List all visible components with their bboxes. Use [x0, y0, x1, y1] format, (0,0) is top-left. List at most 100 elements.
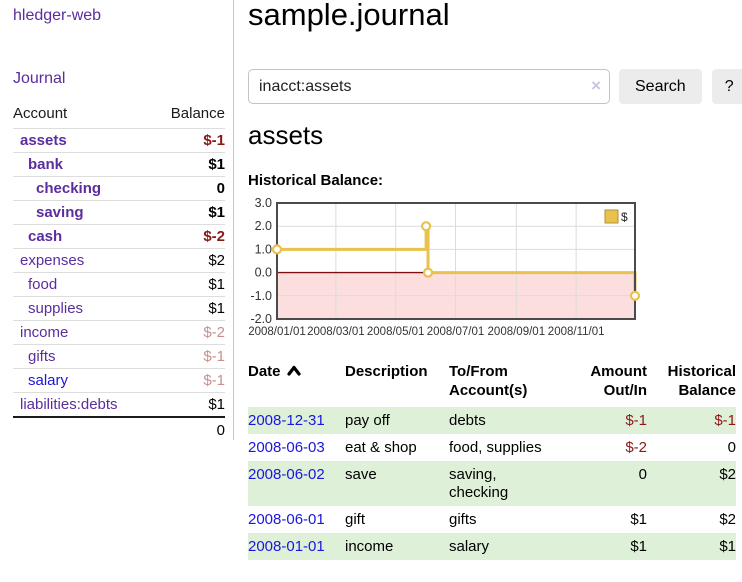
transaction-amount: $-2 [625, 439, 647, 456]
account-link-salary[interactable]: salary [28, 372, 69, 389]
transaction-date-link[interactable]: 2008-12-31 [248, 412, 325, 429]
svg-text:2008/05/01: 2008/05/01 [367, 326, 425, 338]
transaction-accounts: saving, checking [449, 466, 509, 501]
transaction-balance: $2 [719, 466, 736, 483]
account-row-gifts: gifts $-1 [13, 344, 225, 369]
account-balance: $1 [152, 296, 225, 321]
account-link-expenses[interactable]: expenses [20, 252, 85, 269]
transaction-accounts: food, supplies [449, 439, 542, 456]
transaction-balance: $2 [719, 511, 736, 528]
app-title-link[interactable]: hledger-web [13, 7, 102, 24]
accounts-total-value: 0 [13, 416, 225, 443]
account-row-food: food $1 [13, 272, 225, 297]
main-content: sample.journal × Search ? assets Histori… [248, 0, 742, 582]
transaction-date-link[interactable]: 2008-06-03 [248, 439, 325, 456]
sidebar-item-journal[interactable]: Journal [13, 70, 66, 87]
column-header-balance: Historical Balance [667, 363, 736, 399]
accounts-total-row: 0 [13, 416, 225, 443]
search-form: × Search ? [248, 69, 742, 104]
account-link-bank[interactable]: bank [28, 156, 64, 173]
chart-title: Historical Balance: [248, 172, 384, 189]
account-row-saving: saving $1 [13, 200, 225, 225]
account-balance: $-1 [152, 128, 225, 153]
account-link-checking[interactable]: checking [36, 180, 102, 197]
transaction-amount: $1 [630, 511, 647, 528]
transaction-description: pay off [345, 412, 390, 429]
transaction-row: 2008-06-03 eat & shop food, supplies $-2… [248, 434, 736, 461]
transaction-amount: $1 [630, 538, 647, 555]
account-link-assets[interactable]: assets [20, 132, 67, 149]
transaction-description: income [345, 538, 394, 555]
account-link-supplies[interactable]: supplies [28, 300, 84, 317]
transaction-balance: $1 [719, 538, 736, 555]
account-row-income: income $-2 [13, 320, 225, 345]
svg-text:2008/01/01: 2008/01/01 [248, 326, 306, 338]
svg-text:1.0: 1.0 [255, 242, 272, 256]
account-link-food[interactable]: food [28, 276, 58, 293]
page-title: sample.journal [248, 0, 450, 32]
transaction-row: 2008-12-31 pay off debts $-1 $-1 [248, 407, 736, 434]
accounts-header-row: Account Balance [13, 103, 225, 129]
account-link-liabilities-debts[interactable]: liabilities:debts [20, 396, 118, 413]
column-header-amount: Amount Out/In [590, 363, 647, 399]
transaction-row: 2008-01-01 income salary $1 $1 [248, 533, 736, 560]
transaction-balance: 0 [727, 439, 736, 456]
clear-search-icon[interactable]: × [591, 76, 601, 95]
column-header-date[interactable]: Date [248, 362, 345, 407]
search-button[interactable]: Search [619, 69, 702, 104]
transaction-accounts: salary [449, 538, 490, 555]
transaction-date-link[interactable]: 2008-06-01 [248, 511, 325, 528]
account-link-cash[interactable]: cash [28, 228, 63, 245]
transactions-header-row: Date Description To/From Account(s) Amou… [248, 362, 736, 407]
svg-text:-2.0: -2.0 [250, 312, 272, 326]
account-balance: $1 [152, 392, 225, 417]
sort-ascending-icon [286, 365, 301, 376]
account-link-gifts[interactable]: gifts [28, 348, 56, 365]
account-link-saving[interactable]: saving [36, 204, 84, 221]
accounts-header-balance: Balance [170, 105, 225, 122]
svg-text:2.0: 2.0 [255, 219, 272, 233]
account-balance: $1 [152, 272, 225, 297]
transaction-amount: 0 [638, 466, 647, 483]
transaction-description: save [345, 466, 377, 483]
help-button[interactable]: ? [711, 69, 742, 104]
account-balance: $-2 [152, 320, 225, 345]
account-row-supplies: supplies $1 [13, 296, 225, 321]
svg-text:-1.0: -1.0 [250, 289, 272, 303]
svg-text:2008/09/01: 2008/09/01 [488, 326, 546, 338]
transaction-balance: $-1 [714, 412, 736, 429]
svg-text:2008/07/01: 2008/07/01 [427, 326, 485, 338]
column-header-date-label: Date [248, 363, 281, 380]
account-balance: $2 [152, 248, 225, 273]
accounts-table: Account Balance assets $-1 bank $1 check… [13, 103, 225, 443]
transaction-accounts: debts [449, 412, 486, 429]
account-heading: assets [248, 120, 324, 150]
transaction-date-link[interactable]: 2008-01-01 [248, 538, 325, 555]
transaction-date-link[interactable]: 2008-06-02 [248, 466, 325, 483]
account-link-income[interactable]: income [20, 324, 69, 341]
svg-text:3.0: 3.0 [255, 197, 272, 210]
svg-text:2008/11/01: 2008/11/01 [548, 326, 605, 338]
search-input[interactable] [248, 69, 610, 104]
account-balance: $1 [152, 200, 225, 225]
transactions-table: Date Description To/From Account(s) Amou… [248, 362, 736, 560]
search-input-wrapper: × [248, 69, 610, 104]
account-row-bank: bank $1 [13, 152, 225, 177]
account-balance: 0 [152, 176, 225, 201]
account-balance: $-1 [152, 344, 225, 369]
svg-text:0.0: 0.0 [255, 266, 272, 280]
svg-text:2008/03/01: 2008/03/01 [307, 326, 365, 338]
svg-text:$: $ [621, 210, 628, 224]
account-balance: $-1 [152, 368, 225, 393]
transaction-description: eat & shop [345, 439, 417, 456]
account-balance: $1 [152, 152, 225, 177]
column-header-accounts: To/From Account(s) [449, 363, 528, 399]
transaction-accounts: gifts [449, 511, 477, 528]
column-header-description: Description [345, 363, 428, 380]
account-row-expenses: expenses $2 [13, 248, 225, 273]
account-row-assets: assets $-1 [13, 128, 225, 153]
account-row-cash: cash $-2 [13, 224, 225, 249]
transaction-row: 2008-06-02 save saving, checking 0 $2 [248, 461, 736, 506]
account-balance: $-2 [152, 224, 225, 249]
